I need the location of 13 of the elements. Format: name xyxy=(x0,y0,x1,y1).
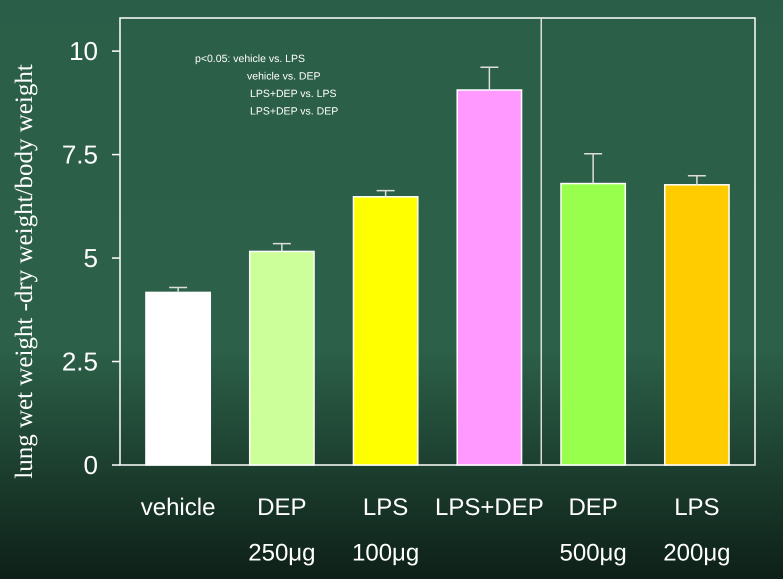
y-axis-title: lung wet weight -dry weight/body weight xyxy=(11,64,38,479)
y-tick-label: 5 xyxy=(84,243,98,274)
annotation: p<0.05: vehicle vs. LPS vehicle vs. DEP LPS+DEP vs. LPS LPS+DEP vs. DEP xyxy=(195,53,338,118)
y-tick-label: 10 xyxy=(69,36,98,66)
x-tick-label: LPS 200μg xyxy=(663,494,731,567)
y-tick-label: 7.5 xyxy=(62,140,98,170)
x-tick-label: LPS+DEP xyxy=(435,494,544,521)
y-tick-label: 0 xyxy=(84,450,98,480)
x-tick-label: vehicle xyxy=(140,494,216,521)
x-tick-label: DEP 500μg xyxy=(560,494,627,567)
x-tick-label: DEP 250μg xyxy=(248,494,316,567)
x-tick-label: LPS 100μg xyxy=(352,494,420,567)
y-tick-label: 2.5 xyxy=(62,346,98,377)
